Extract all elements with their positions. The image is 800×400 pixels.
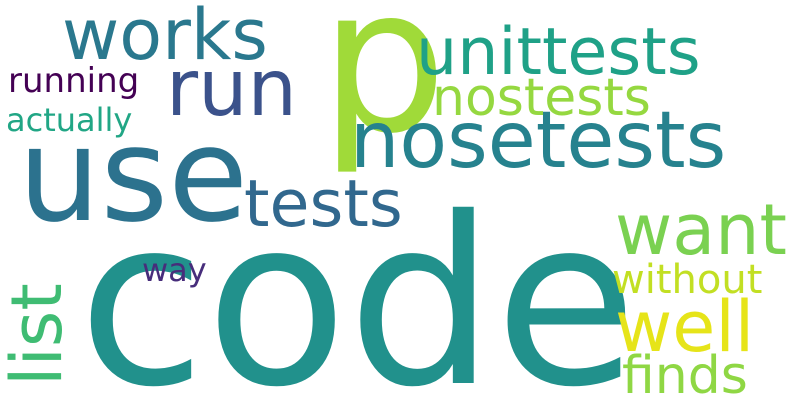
word-want: want [615, 195, 787, 265]
word-way: way [142, 254, 207, 286]
word-actually: actually [6, 104, 132, 136]
word-tests: tests [244, 172, 403, 237]
word-finds: finds [622, 350, 748, 400]
word-nostests: nostests [432, 72, 651, 124]
word-works: works [62, 0, 268, 70]
word-list: list [2, 283, 72, 386]
word-without: without [612, 260, 762, 300]
word-running: running [8, 64, 139, 98]
